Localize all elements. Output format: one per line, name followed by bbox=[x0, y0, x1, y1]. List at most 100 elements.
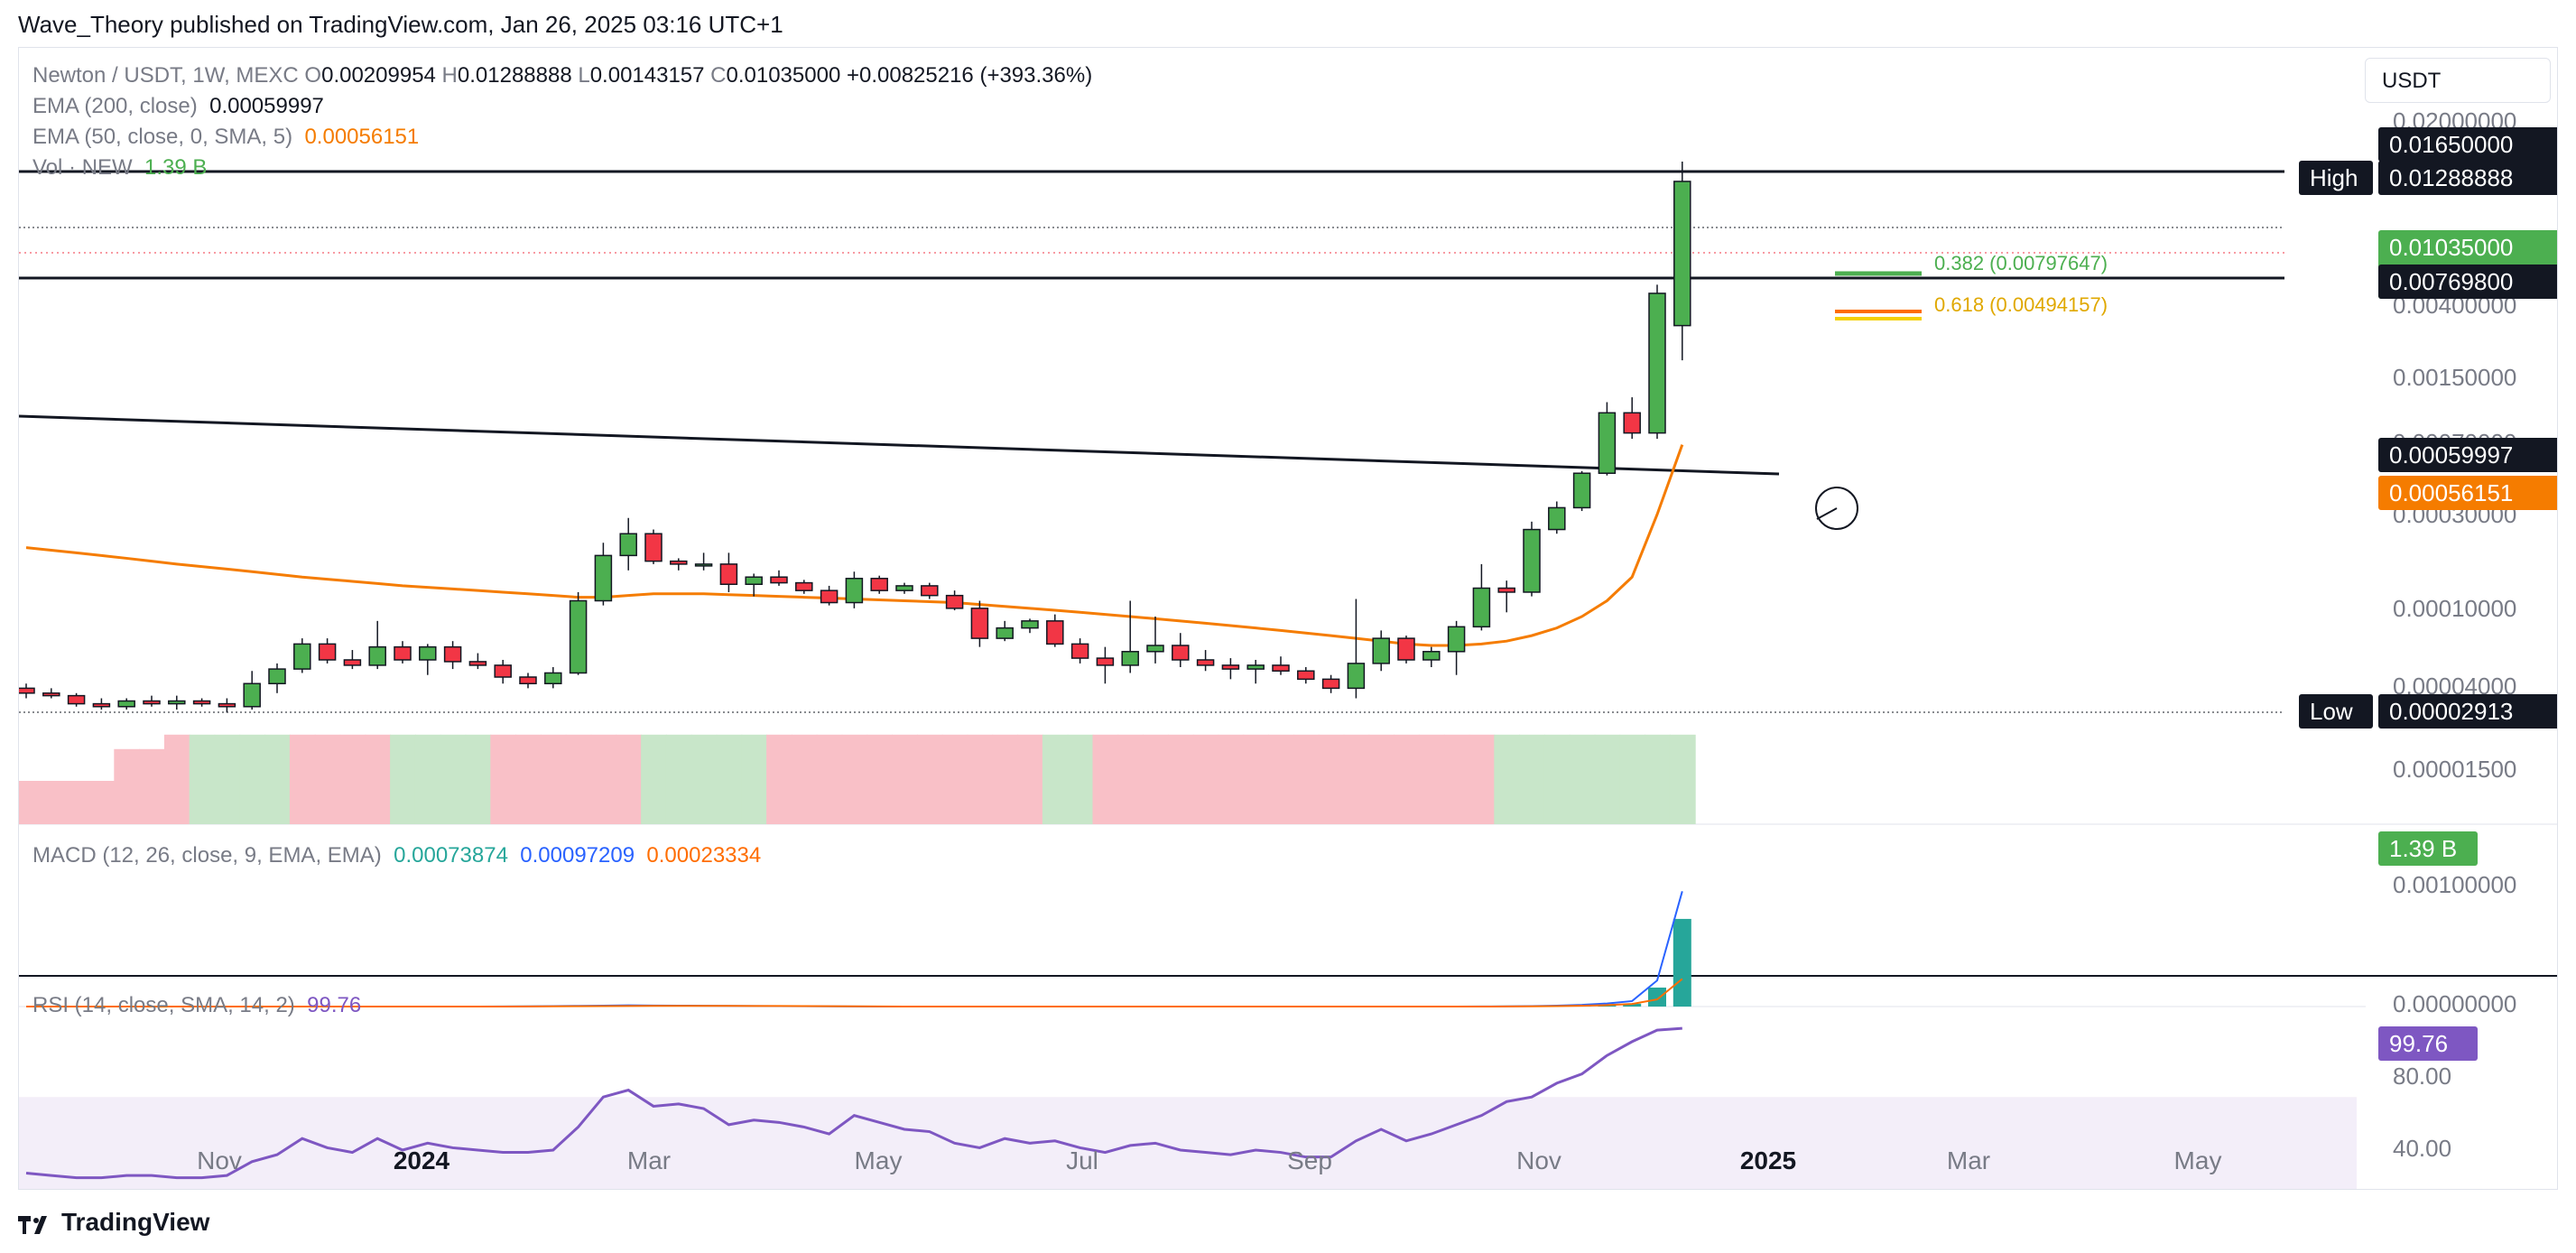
volume-bar bbox=[1092, 734, 1119, 824]
candle-body bbox=[368, 645, 386, 666]
volume-bar bbox=[390, 734, 416, 824]
volume-bar bbox=[841, 734, 868, 824]
candle-body bbox=[670, 560, 688, 565]
candle-body bbox=[443, 645, 462, 663]
x-tick-label: Mar bbox=[627, 1146, 671, 1174]
x-tick-label: 2024 bbox=[394, 1146, 450, 1174]
rsi-line bbox=[25, 1026, 1682, 1180]
price-chart[interactable]: 0.382 (0.00797647)0.618 (0.00494157)0.02… bbox=[19, 48, 2557, 1189]
candle-body bbox=[1246, 664, 1265, 670]
volume-bar bbox=[1418, 734, 1445, 824]
price-label-text: 0.00056151 bbox=[2389, 479, 2513, 506]
ema200-value: 0.00059997 bbox=[209, 94, 324, 118]
volume-bar bbox=[1067, 734, 1094, 824]
volume-bar bbox=[690, 734, 718, 824]
volume-bar bbox=[1669, 734, 1696, 824]
currency-button[interactable]: USDT bbox=[2365, 58, 2551, 103]
macd-value-2: 0.00097209 bbox=[520, 843, 635, 868]
candle-body bbox=[1321, 678, 1340, 690]
volume-bar bbox=[1368, 734, 1395, 824]
candle-body bbox=[1046, 620, 1064, 645]
candle-body bbox=[1372, 637, 1390, 664]
volume-bar bbox=[189, 734, 216, 824]
candle-body bbox=[243, 682, 261, 708]
volume-bar bbox=[88, 781, 116, 824]
volume-bar bbox=[1543, 734, 1571, 824]
macd-value-1: 0.00073874 bbox=[394, 843, 508, 868]
ohlc-value: 0.00143157 bbox=[589, 63, 705, 88]
ema50-label: EMA (50, close, 0, SMA, 5) bbox=[32, 125, 293, 149]
y-tick-label: 0.00150000 bbox=[2393, 364, 2516, 391]
ema50-legend: EMA (50, close, 0, SMA, 5) 0.00056151 bbox=[32, 125, 419, 150]
macd-line bbox=[26, 891, 1683, 1007]
candle-body bbox=[494, 664, 512, 678]
candle-body bbox=[92, 702, 111, 708]
volume-bar bbox=[163, 734, 190, 824]
symbol-name: Newton / USDT, 1W, MEXC bbox=[32, 63, 299, 88]
rsi-tick-label: 40.00 bbox=[2393, 1135, 2451, 1162]
x-tick-label: 2025 bbox=[1740, 1146, 1796, 1174]
candle-body bbox=[1070, 643, 1089, 659]
candle-body bbox=[719, 563, 738, 585]
ohlc-value: 0.01035000 bbox=[726, 63, 841, 88]
candle-body bbox=[42, 692, 60, 697]
publisher-header: Wave_Theory published on TradingView.com… bbox=[18, 11, 783, 38]
candle-body bbox=[770, 576, 788, 584]
candle-body bbox=[419, 645, 437, 661]
volume-bar bbox=[791, 734, 818, 824]
candle-body bbox=[519, 676, 537, 684]
candle-body bbox=[1422, 651, 1441, 661]
price-label-text: 0.01035000 bbox=[2389, 234, 2513, 261]
candle-body bbox=[870, 578, 888, 591]
candle-body bbox=[1572, 472, 1591, 509]
volume-bar bbox=[440, 734, 467, 824]
volume-bar bbox=[741, 734, 768, 824]
volume-bar bbox=[114, 748, 141, 824]
candle-body bbox=[468, 661, 487, 666]
candle-body bbox=[1648, 292, 1666, 434]
volume-bar bbox=[916, 734, 943, 824]
volume-bar bbox=[239, 734, 266, 824]
volume-bar bbox=[540, 734, 567, 824]
ohlc-key: L bbox=[571, 63, 590, 88]
chart-frame[interactable]: 0.382 (0.00797647) 0.618 (0.00494157) 0.02… bbox=[18, 47, 2558, 1190]
volume-bar bbox=[1594, 734, 1621, 824]
volume-label-text: 1.39 B bbox=[2389, 835, 2457, 862]
macd-histogram-bar bbox=[1623, 1003, 1642, 1007]
candle-body bbox=[1598, 412, 1617, 474]
price-label-box bbox=[2378, 161, 2557, 195]
volume-bar bbox=[1443, 734, 1470, 824]
rsi-label: RSI (14, close, SMA, 14, 2) bbox=[32, 993, 295, 1017]
macd-histogram-bar bbox=[1673, 918, 1691, 1007]
tradingview-footer[interactable]: TradingView bbox=[18, 1208, 209, 1237]
ohlc-value: 0.00209954 bbox=[321, 63, 436, 88]
x-tick-label: Mar bbox=[1947, 1146, 1990, 1174]
candle-body bbox=[644, 533, 663, 562]
candle-body bbox=[1623, 412, 1641, 434]
candle-body bbox=[594, 554, 613, 602]
candle-body bbox=[619, 533, 637, 557]
candle-body bbox=[143, 700, 161, 705]
candle-body bbox=[945, 594, 964, 609]
vol-legend: Vol · NEW 1.39 B bbox=[32, 155, 207, 181]
candle-body bbox=[996, 626, 1014, 639]
price-label-text: 0.00769800 bbox=[2389, 268, 2513, 295]
ohlc-value: 0.01288888 bbox=[457, 63, 572, 88]
volume-bar bbox=[616, 734, 643, 824]
x-tick-label: Sep bbox=[1287, 1146, 1332, 1174]
ema50-value: 0.00056151 bbox=[304, 125, 420, 149]
candle-body bbox=[1347, 663, 1366, 690]
volume-bar bbox=[816, 734, 843, 824]
symbol-legend: Newton / USDT, 1W, MEXC O0.00209954 H0.0… bbox=[32, 63, 1092, 88]
candle-body bbox=[293, 643, 311, 670]
x-tick-label: Nov bbox=[1516, 1146, 1561, 1174]
price-label-text: 0.01288888 bbox=[2389, 164, 2513, 191]
ema200-legend: EMA (200, close) 0.00059997 bbox=[32, 94, 324, 119]
volume-label-box bbox=[2378, 831, 2478, 866]
volume-bar bbox=[1569, 734, 1596, 824]
price-tag-text: High bbox=[2310, 164, 2358, 191]
volume-bar bbox=[641, 734, 667, 824]
volume-bar bbox=[590, 734, 617, 824]
ohlc-values: O0.00209954 H0.01288888 L0.00143157 C0.0… bbox=[304, 63, 840, 88]
volume-bar bbox=[967, 734, 994, 824]
